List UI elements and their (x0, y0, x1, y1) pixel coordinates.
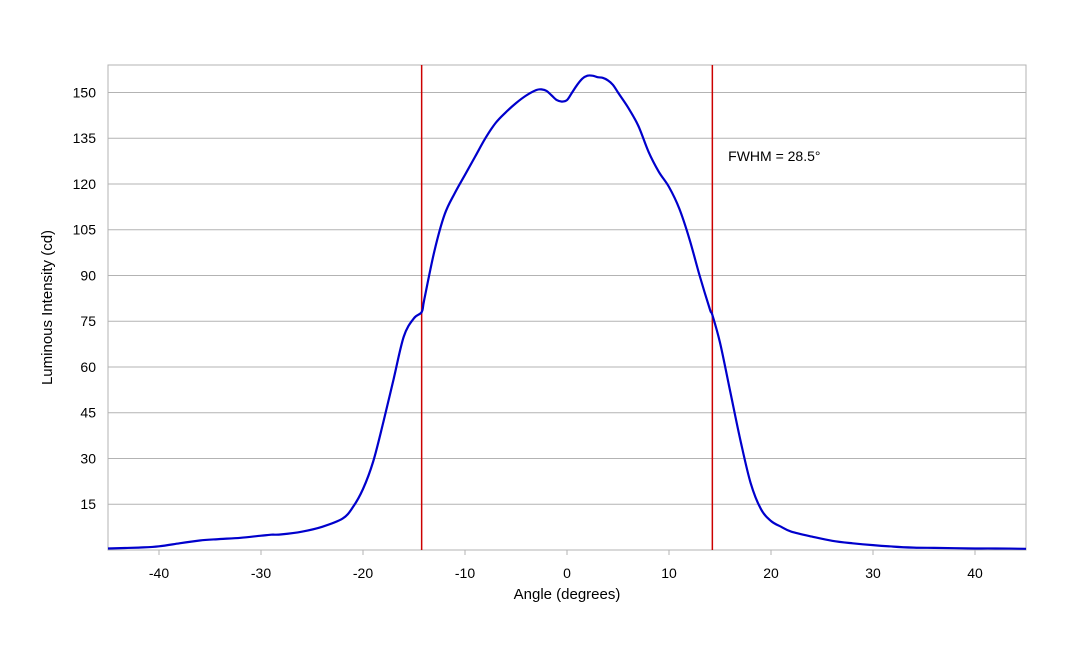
x-axis-label: Angle (degrees) (514, 586, 621, 603)
x-tick-label: -40 (149, 565, 169, 581)
y-tick-label: 30 (80, 450, 96, 466)
x-tick-label: -10 (455, 565, 475, 581)
fwhm-annotation: FWHM = 28.5° (728, 148, 820, 164)
series-layer (107, 74, 1027, 550)
y-axis-label: Luminous Intensity (cd) (39, 230, 56, 385)
x-tick-label: 10 (661, 565, 677, 581)
y-tick-label: 15 (80, 496, 96, 512)
x-tick-label: 20 (763, 565, 779, 581)
intensity-series-line (107, 74, 1027, 550)
y-tick-label: 150 (73, 84, 97, 100)
x-tick-label: 0 (563, 565, 571, 581)
x-tick-label: -20 (353, 565, 373, 581)
y-tick-label: 45 (80, 405, 96, 421)
y-tick-label: 120 (73, 176, 97, 192)
y-tick-label: 135 (73, 130, 97, 146)
y-tick-label: 60 (80, 359, 96, 375)
y-tick-labels: 15 30 45 60 75 90 105 120 135 150 (73, 84, 97, 512)
x-tick-label: 40 (967, 565, 983, 581)
y-tick-label: 90 (80, 267, 96, 283)
x-tick-label: 30 (865, 565, 881, 581)
y-tick-label: 105 (73, 222, 97, 238)
gridlines (108, 91, 1026, 551)
x-tick-label: -30 (251, 565, 271, 581)
y-tick-label: 75 (80, 313, 96, 329)
x-tick-labels: -40 -30 -20 -10 0 10 20 30 40 (149, 550, 983, 581)
fwhm-markers (420, 65, 714, 550)
